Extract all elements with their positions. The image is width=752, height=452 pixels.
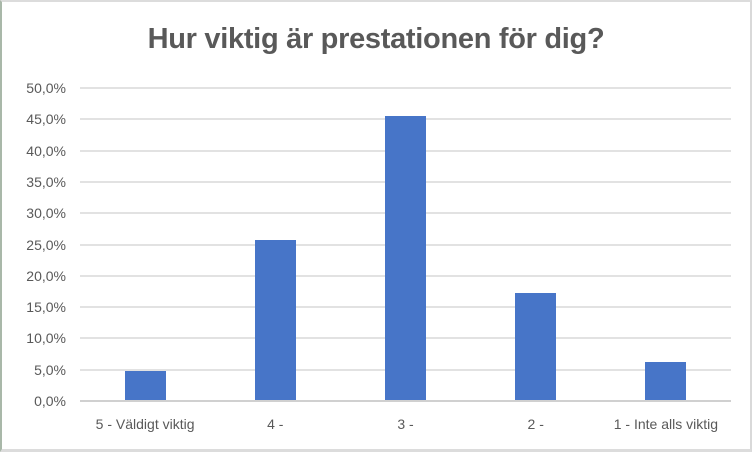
bar [124, 370, 166, 401]
bar [254, 239, 296, 401]
plot-area [80, 87, 731, 402]
x-tick-label: 2 - [527, 416, 544, 432]
y-tick-label: 0,0% [34, 393, 66, 409]
bar [385, 116, 426, 401]
bar [645, 362, 687, 401]
x-tick-label: 1 - Inte alls viktig [613, 416, 719, 432]
y-tick-label: 10,0% [26, 330, 66, 347]
y-tick-label: 15,0% [26, 299, 66, 316]
y-axis-labels: 0,0% 5,0% 10,0% 15,0% 20,0% 25,0% 30,0% 35,0% 40… [2, 80, 66, 409]
y-tick-label: 35,0% [26, 173, 66, 190]
x-tick-label: 5 - Väldigt viktig [95, 416, 195, 432]
y-tick-label: 50,0% [26, 80, 66, 96]
chart-title: Hur viktig är prestationen för dig? [147, 23, 605, 55]
y-tick-label: 45,0% [26, 111, 66, 128]
bar [515, 292, 557, 401]
x-tick-label: 4 - [267, 416, 284, 432]
y-tick-label: 25,0% [26, 236, 66, 253]
x-axis-labels: 5 - Väldigt viktig 4 - 3 - 2 - 1 - Inte alls… [80, 414, 731, 434]
y-tick-label: 40,0% [26, 142, 66, 159]
y-tick-label: 5,0% [34, 361, 66, 378]
x-tick-label: 3 - [397, 416, 414, 432]
y-tick-label: 30,0% [26, 205, 66, 222]
gridline [80, 87, 731, 89]
y-tick-label: 20,0% [26, 267, 66, 284]
x-axis-line [80, 400, 731, 402]
